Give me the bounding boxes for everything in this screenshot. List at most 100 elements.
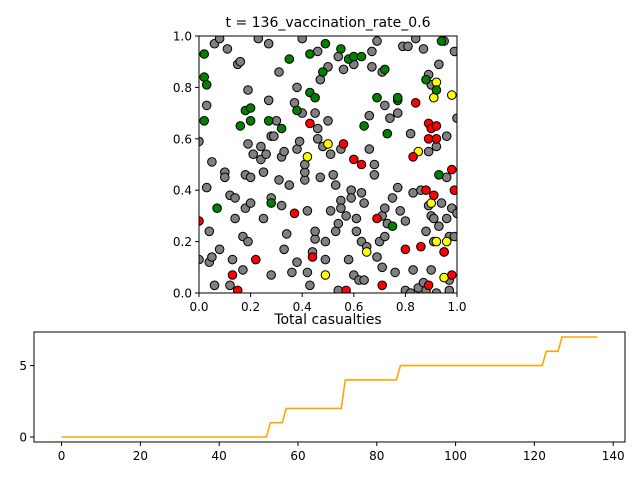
scatter-x-tick-label: 0.2: [241, 300, 260, 314]
scatter-point-gray: [243, 236, 253, 247]
scatter-point-gray: [292, 257, 302, 268]
scatter-point-red: [408, 152, 418, 162]
scatter-y-tick-label: 0.2: [173, 235, 192, 249]
scatter-point-red: [410, 98, 421, 108]
scatter-point-gray: [400, 216, 411, 226]
scatter-point-gray: [199, 254, 204, 265]
scatter-point-gray: [441, 131, 452, 141]
scatter-point-gray: [408, 188, 418, 198]
scatter-point-gray: [258, 167, 269, 177]
scatter-point-gray: [302, 267, 313, 278]
scatter-point-green: [436, 36, 447, 46]
scatter-point-gray: [310, 108, 320, 118]
scatter-point-gray: [380, 203, 390, 213]
scatter-point-gray: [434, 221, 444, 231]
scatter-point-gray: [351, 226, 362, 237]
scatter-point-green: [284, 54, 295, 64]
scatter-point-gray: [214, 36, 225, 44]
scatter-axes-frame: [198, 35, 458, 294]
scatter-point-gray: [338, 64, 349, 75]
scatter-point-gray: [356, 188, 367, 198]
scatter-point-gray: [243, 85, 253, 95]
scatter-point-gray: [449, 231, 457, 242]
scatter-point-gray: [421, 226, 431, 237]
scatter-point-gray: [380, 231, 390, 242]
casualties-x-tick-label: 0: [58, 449, 66, 463]
scatter-y-axis: 0.0 0.2 0.4 0.6 0.8 1.0: [173, 30, 199, 301]
casualties-x-tick-label: 100: [444, 449, 467, 463]
scatter-point-gray: [364, 144, 375, 154]
casualties-axes-frame: [33, 331, 626, 443]
scatter-point-gray: [333, 218, 344, 229]
scatter-point-gray: [276, 200, 287, 211]
casualties-x-tick-label: 80: [369, 449, 384, 463]
scatter-point-gray: [263, 38, 274, 49]
scatter-point-gray: [320, 254, 331, 265]
scatter-point-gray: [199, 136, 204, 147]
scatter-point-gray: [380, 100, 390, 111]
scatter-point-red: [341, 285, 351, 293]
scatter-y-tick-label: 1.0: [173, 30, 192, 44]
scatter-point-gray: [207, 252, 217, 262]
scatter-point-gray: [253, 36, 264, 44]
scatter-point-gray: [372, 252, 382, 262]
scatter-point-gray: [297, 36, 307, 44]
scatter-point-gray: [423, 146, 434, 157]
scatter-point-green: [266, 198, 277, 208]
casualties-x-tick-label: 140: [602, 449, 625, 463]
scatter-point-gray: [220, 172, 230, 183]
scatter-point-gray: [441, 213, 452, 224]
scatter-point-gray: [325, 149, 336, 159]
scatter-point-yellow: [361, 247, 372, 257]
scatter-point-gray: [390, 267, 400, 278]
scatter-point-gray: [305, 280, 315, 291]
scatter-y-tick-label: 0.0: [173, 287, 192, 301]
scatter-point-green: [212, 203, 222, 213]
scatter-point-gray: [201, 182, 212, 193]
casualties-y-tick-label: 5: [19, 359, 27, 373]
scatter-point-red: [349, 154, 359, 165]
scatter-point-gray: [225, 280, 235, 291]
casualties-line: [61, 336, 598, 438]
scatter-point-yellow: [441, 236, 452, 247]
scatter-point-green: [372, 92, 382, 103]
scatter-point-gray: [323, 116, 333, 126]
scatter-point-gray: [441, 172, 452, 183]
scatter-point-gray: [201, 100, 212, 111]
scatter-point-gray: [230, 193, 240, 203]
scatter-point-green: [387, 221, 398, 231]
scatter-point-red: [307, 252, 318, 262]
scatter-point-gray: [405, 128, 416, 139]
scatter-point-gray: [431, 288, 442, 293]
scatter-point-gray: [209, 280, 220, 291]
scatter-point-red: [449, 185, 457, 195]
scatter-point-gray: [336, 203, 346, 213]
scatter-point-yellow: [323, 139, 333, 149]
scatter-point-gray: [222, 44, 233, 54]
scatter-point-red: [356, 159, 367, 170]
scatter-x-axis: 0.0 0.2 0.4 0.6 0.8 1.0: [189, 293, 467, 314]
scatter-point-green: [245, 103, 256, 113]
scatter-point-green: [382, 128, 393, 139]
scatter-point-gray: [284, 180, 295, 190]
scatter-point-gray: [274, 67, 284, 77]
scatter-point-gray: [312, 123, 323, 134]
scatter-point-red: [338, 139, 349, 149]
scatter-point-green: [292, 105, 302, 116]
scatter-point-gray: [436, 198, 447, 208]
scatter-point-red: [289, 208, 300, 219]
scatter-point-gray: [369, 159, 380, 170]
scatter-point-yellow: [320, 270, 331, 280]
scatter-point-gray: [429, 213, 439, 224]
scatter-point-red: [429, 190, 439, 201]
scatter-point-gray: [274, 175, 284, 185]
scatter-point-yellow: [447, 90, 457, 100]
scatter-point-gray: [359, 275, 369, 285]
scatter-point-gray: [245, 172, 256, 183]
scatter-point-gray: [405, 288, 416, 293]
scatter-point-gray: [452, 208, 457, 219]
scatter-point-gray: [392, 182, 403, 193]
scatter-x-tick-label: 1.0: [447, 300, 466, 314]
casualties-x-tick-label: 20: [133, 449, 148, 463]
